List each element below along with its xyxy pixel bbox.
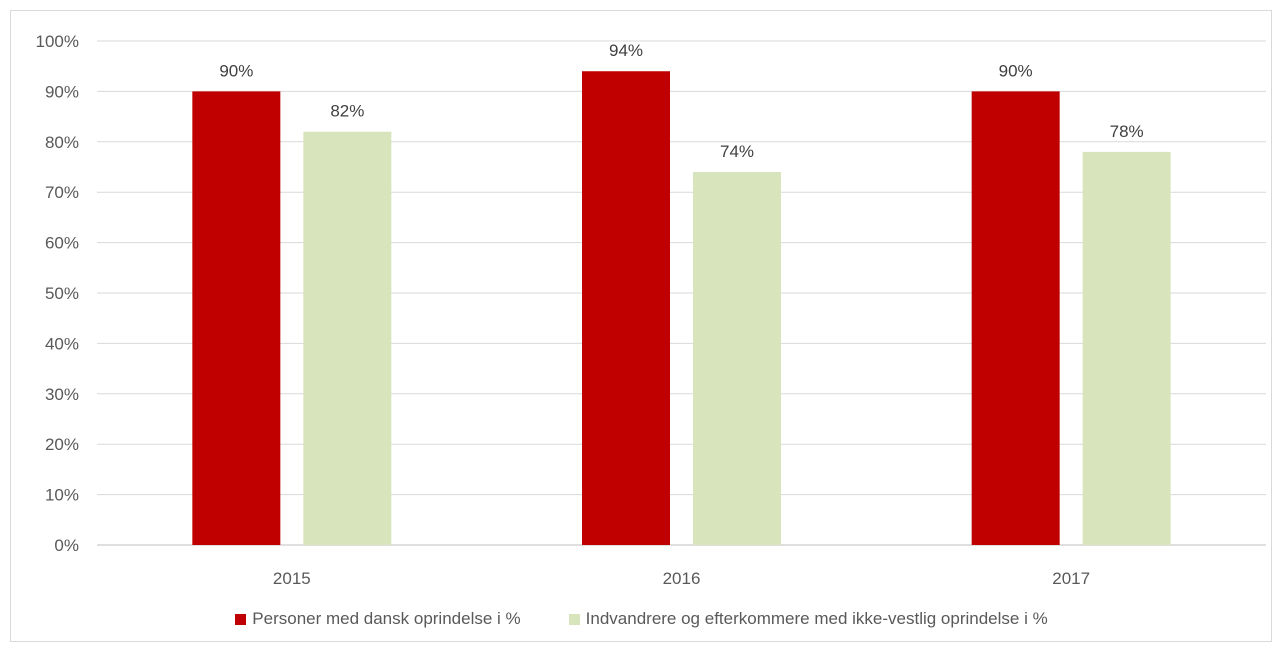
bar-2015-series-1	[192, 91, 281, 546]
data-label-2017-series-2: 78%	[1110, 122, 1144, 141]
legend-label-series-1: Personer med dansk oprindelse i %	[252, 609, 521, 628]
bar-2016-series-1	[582, 71, 670, 546]
y-tick-label: 80%	[45, 133, 79, 152]
bar-2015-series-2	[303, 131, 392, 545]
y-tick-label: 0%	[54, 536, 79, 555]
y-tick-label: 100%	[36, 32, 79, 51]
chart-legend: Personer med dansk oprindelse i % Indvan…	[0, 609, 1283, 629]
legend-swatch-series-2	[568, 613, 580, 625]
legend-swatch-series-1	[235, 613, 247, 625]
legend-label-series-2: Indvandrere og efterkommere med ikke-ves…	[585, 609, 1048, 628]
legend-item-series-1: Personer med dansk oprindelse i %	[235, 609, 521, 629]
y-tick-label: 20%	[45, 435, 79, 454]
x-tick-label: 2015	[273, 569, 311, 588]
data-label-2015-series-2: 82%	[330, 102, 364, 121]
bar-2017-series-1	[971, 91, 1060, 546]
y-tick-label: 30%	[45, 385, 79, 404]
data-label-2016-series-2: 74%	[720, 142, 754, 161]
legend-item-series-2: Indvandrere og efterkommere med ikke-ves…	[568, 609, 1048, 629]
x-tick-label: 2016	[663, 569, 701, 588]
bar-2017-series-2	[1082, 151, 1171, 545]
y-tick-label: 40%	[45, 334, 79, 353]
data-label-2015-series-1: 90%	[219, 61, 253, 80]
data-label-2017-series-1: 90%	[999, 61, 1033, 80]
y-tick-label: 70%	[45, 183, 79, 202]
y-tick-label: 10%	[45, 486, 79, 505]
y-tick-label: 60%	[45, 234, 79, 253]
y-tick-label: 50%	[45, 284, 79, 303]
bar-2016-series-2	[693, 172, 781, 546]
y-tick-label: 90%	[45, 82, 79, 101]
x-tick-label: 2017	[1052, 569, 1090, 588]
data-label-2016-series-1: 94%	[609, 41, 643, 60]
